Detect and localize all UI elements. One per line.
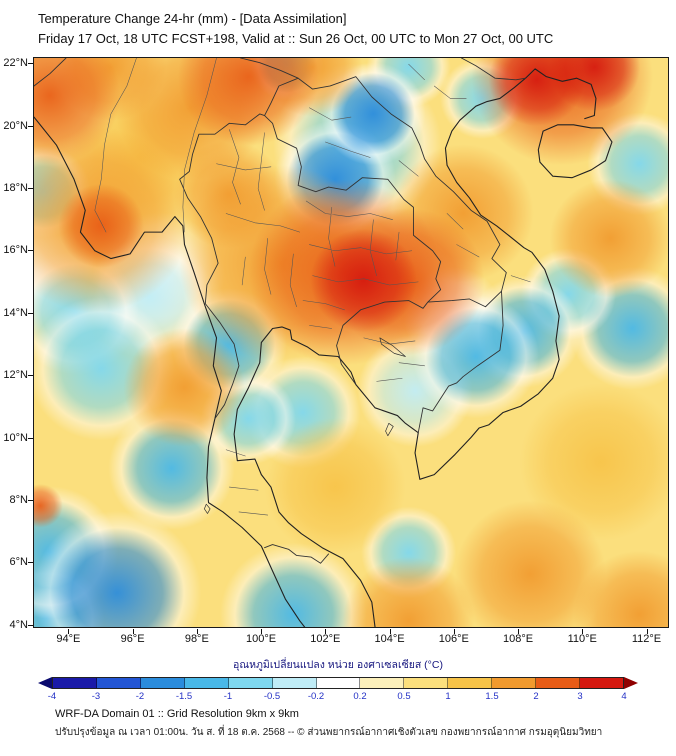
axis-tickmark [518, 629, 519, 634]
axis-tickmark [325, 629, 326, 634]
x-tick-label: 102°E [310, 633, 341, 645]
y-tick-label: 10°N [3, 431, 28, 444]
axis-tickmark [197, 629, 198, 634]
axis-tickmark [28, 562, 33, 563]
colorbar-segments [52, 677, 624, 689]
colorbar: อุณหภูมิเปลี่ยนแปลง หน่วย องศาเซลเซียส (… [38, 656, 638, 703]
colorbar-segment [140, 678, 185, 688]
colorbar-segment [96, 678, 141, 688]
colorbar-segment [272, 678, 317, 688]
axis-tickmark [582, 629, 583, 634]
colorbar-segment [580, 678, 623, 688]
axis-tickmark [28, 625, 33, 626]
colorbar-tick-label: 1 [445, 691, 451, 702]
colorbar-segment [492, 678, 537, 688]
axis-tickmark [28, 126, 33, 127]
colorbar-underflow-arrow [38, 677, 52, 689]
map-plot-area [33, 57, 669, 628]
axis-tickmark [390, 629, 391, 634]
axis-tickmark [261, 629, 262, 634]
map-title: Temperature Change 24-hr (mm) - [Data As… [38, 11, 347, 26]
axis-tickmark [28, 188, 33, 189]
axis-tickmark [68, 629, 69, 634]
colorbar-tick-label: 0.5 [397, 691, 411, 702]
axis-tickmark [28, 375, 33, 376]
colorbar-tick-label: -0.5 [263, 691, 281, 702]
axis-tickmark [647, 629, 648, 634]
x-tick-label: 96°E [120, 633, 145, 645]
country-border-path [34, 58, 526, 563]
axis-tickmark [454, 629, 455, 634]
y-tick-label: 12°N [3, 369, 28, 382]
colorbar-segment [360, 678, 405, 688]
axis-tickmark [28, 500, 33, 501]
axis-tickmark [28, 63, 33, 64]
colorbar-tick-label: 2 [533, 691, 539, 702]
colorbar-bar [38, 677, 638, 689]
x-tick-label: 112°E [631, 633, 662, 645]
y-tick-label: 4°N [9, 618, 28, 631]
colorbar-segment [448, 678, 493, 688]
axis-tickmark [28, 250, 33, 251]
y-tick-label: 22°N [3, 57, 28, 70]
colorbar-overflow-arrow [624, 677, 638, 689]
lake-island-path [204, 338, 405, 514]
map-subtitle: Friday 17 Oct, 18 UTC FCST+198, Valid at… [38, 31, 554, 47]
colorbar-segment [536, 678, 581, 688]
x-tick-label: 104°E [374, 633, 405, 645]
y-tick-label: 18°N [3, 182, 28, 195]
colorbar-segment [404, 678, 449, 688]
colorbar-tick-label: -1.5 [175, 691, 193, 702]
y-tick-label: 16°N [3, 244, 28, 257]
axis-tickmark [133, 629, 134, 634]
colorbar-segment [316, 678, 361, 688]
coastline-path [34, 69, 612, 627]
map-borders-svg [34, 58, 668, 627]
colorbar-ticks: -4 -3 -2 -1.5 -1 -0.5 -0.2 0.2 0.5 1 1.5 2 3 4 [38, 689, 638, 703]
x-tick-label: 110°E [567, 633, 597, 645]
x-tick-label: 100°E [246, 633, 277, 645]
domain-info: WRF-DA Domain 01 :: Grid Resolution 9km … [55, 708, 299, 720]
title-block: Temperature Change 24-hr (mm) - [Data As… [38, 9, 553, 49]
y-tick-label: 14°N [3, 306, 28, 319]
colorbar-tick-label: 1.5 [485, 691, 499, 702]
colorbar-tick-label: -4 [47, 691, 57, 702]
colorbar-tick-label: -2 [135, 691, 145, 702]
colorbar-tick-label: -1 [223, 691, 233, 702]
axis-tickmark [28, 438, 33, 439]
colorbar-tick-label: 0.2 [353, 691, 367, 702]
x-tick-label: 106°E [438, 633, 469, 645]
x-tick-label: 94°E [56, 633, 81, 645]
colorbar-tick-label: 4 [621, 691, 627, 702]
province-border-path [95, 58, 530, 515]
y-tick-label: 6°N [9, 556, 28, 569]
x-tick-label: 98°E [184, 633, 209, 645]
colorbar-segment [228, 678, 273, 688]
colorbar-tick-label: 3 [577, 691, 583, 702]
x-tick-label: 108°E [502, 633, 534, 645]
colorbar-segment [53, 678, 97, 688]
y-tick-label: 20°N [3, 119, 28, 132]
colorbar-tick-label: -0.2 [307, 691, 325, 702]
colorbar-segment [184, 678, 229, 688]
axis-tickmark [28, 313, 33, 314]
colorbar-tick-label: -3 [91, 691, 101, 702]
colorbar-label: อุณหภูมิเปลี่ยนแปลง หน่วย องศาเซลเซียส (… [233, 659, 443, 671]
update-info: ปรับปรุงข้อมูล ณ เวลา 01:00น. วัน ส. ที่… [55, 727, 603, 738]
y-tick-label: 8°N [9, 494, 28, 507]
